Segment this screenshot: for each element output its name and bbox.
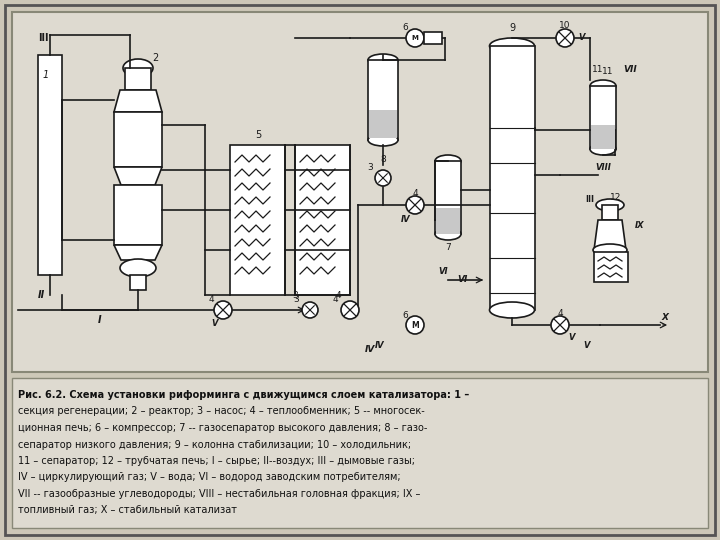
Ellipse shape	[123, 59, 153, 77]
Bar	[590, 86, 616, 149]
Bar	[594, 252, 628, 282]
Text: секция регенерации; 2 – реактор; 3 – насос; 4 – теплообменник; 5 -- многосек-: секция регенерации; 2 – реактор; 3 – нас…	[18, 407, 425, 416]
Text: IV – циркулирующий газ; V – вода; VI – водород заводским потребителям;: IV – циркулирующий газ; V – вода; VI – в…	[18, 472, 400, 483]
Text: IV: IV	[365, 346, 375, 354]
Text: M: M	[412, 35, 418, 41]
Polygon shape	[594, 220, 626, 250]
Circle shape	[375, 170, 391, 186]
Text: IV: IV	[375, 341, 384, 349]
Ellipse shape	[368, 134, 398, 146]
Circle shape	[406, 196, 424, 214]
Bar	[12, 378, 708, 528]
Text: VI: VI	[438, 267, 448, 276]
Bar	[130, 275, 146, 290]
Circle shape	[551, 316, 569, 334]
Text: сепаратор низкого давления; 9 – колонна стабилизации; 10 – холодильник;: сепаратор низкого давления; 9 – колонна …	[18, 440, 411, 449]
Ellipse shape	[593, 244, 627, 256]
Ellipse shape	[368, 54, 398, 66]
Text: III: III	[585, 195, 595, 205]
Bar	[369, 110, 397, 138]
Text: 3: 3	[292, 291, 298, 300]
Bar	[436, 208, 460, 234]
Text: 11: 11	[602, 68, 613, 77]
Ellipse shape	[490, 38, 534, 54]
Text: IV: IV	[401, 215, 411, 225]
Circle shape	[406, 316, 424, 334]
Polygon shape	[114, 167, 162, 185]
Text: 9: 9	[509, 23, 515, 33]
Circle shape	[406, 29, 424, 47]
Text: II: II	[38, 290, 45, 300]
Text: 6: 6	[402, 24, 408, 32]
Text: 3: 3	[293, 295, 299, 305]
Bar	[602, 205, 618, 220]
Text: 11 – сепаратор; 12 – трубчатая печь; I – сырье; II--воздух; III – дымовые газы;: 11 – сепаратор; 12 – трубчатая печь; I –…	[18, 456, 415, 466]
Text: I: I	[98, 315, 102, 325]
Text: M: M	[411, 321, 419, 329]
Text: 4: 4	[208, 295, 214, 305]
Bar	[591, 125, 615, 149]
Text: V: V	[584, 341, 590, 349]
Text: топливный газ; X – стабильный катализат: топливный газ; X – стабильный катализат	[18, 505, 237, 516]
Text: X: X	[662, 314, 668, 322]
Text: 8: 8	[380, 156, 386, 165]
Text: 10: 10	[559, 22, 571, 30]
Bar	[125, 68, 151, 90]
Text: 11: 11	[593, 65, 604, 75]
Ellipse shape	[490, 302, 534, 318]
Bar	[230, 145, 285, 295]
Bar	[12, 12, 708, 372]
Polygon shape	[114, 245, 162, 260]
Ellipse shape	[435, 155, 461, 167]
Text: 4: 4	[336, 291, 341, 300]
Bar	[490, 46, 535, 310]
Circle shape	[214, 301, 232, 319]
Circle shape	[302, 302, 318, 318]
Ellipse shape	[120, 259, 156, 277]
Text: VIII: VIII	[595, 164, 611, 172]
Text: V: V	[579, 33, 585, 43]
Bar	[424, 32, 442, 44]
Polygon shape	[114, 90, 162, 112]
Text: Рис. 6.2. Схема установки риформинга с движущимся слоем катализатора: 1 –: Рис. 6.2. Схема установки риформинга с д…	[18, 390, 469, 400]
Bar	[435, 161, 461, 234]
Text: 12: 12	[611, 192, 621, 201]
Text: IX: IX	[635, 220, 645, 230]
Text: 7: 7	[445, 244, 451, 253]
Text: 6: 6	[402, 310, 408, 320]
Text: V: V	[212, 319, 218, 327]
Text: 2: 2	[152, 53, 158, 63]
Ellipse shape	[596, 199, 624, 211]
Bar	[295, 145, 350, 295]
Ellipse shape	[590, 143, 616, 155]
Text: 1: 1	[43, 70, 49, 80]
Text: V: V	[569, 334, 575, 342]
Text: 3: 3	[367, 164, 373, 172]
Text: 4: 4	[557, 308, 563, 318]
Bar	[368, 60, 398, 140]
Text: 4: 4	[332, 295, 338, 305]
Text: VI: VI	[458, 275, 468, 285]
Text: 5: 5	[255, 130, 261, 140]
Text: III: III	[38, 33, 48, 43]
Bar	[114, 112, 162, 167]
Circle shape	[341, 301, 359, 319]
Ellipse shape	[590, 80, 616, 92]
Text: ционная печь; 6 – компрессор; 7 -- газосепаратор высокого давления; 8 – газо-: ционная печь; 6 – компрессор; 7 -- газос…	[18, 423, 428, 433]
Ellipse shape	[435, 228, 461, 240]
Text: VII -- газообразные углеводороды; VIII – нестабильная головная фракция; IX –: VII -- газообразные углеводороды; VIII –…	[18, 489, 420, 499]
Bar	[114, 185, 162, 245]
Circle shape	[556, 29, 574, 47]
Text: 4: 4	[412, 188, 418, 198]
Text: VII: VII	[623, 65, 637, 75]
Bar	[38, 55, 62, 275]
